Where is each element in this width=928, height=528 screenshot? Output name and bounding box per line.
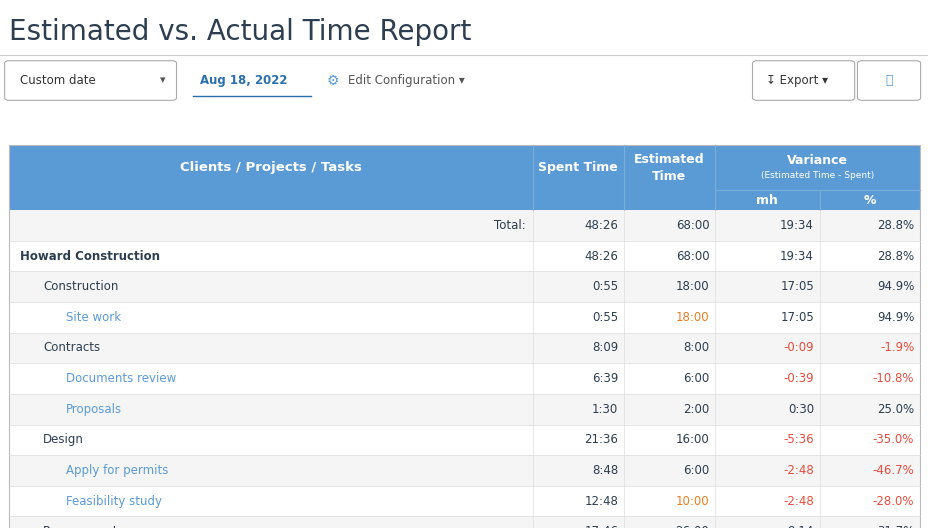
Bar (9, 455, 919, 486)
Text: 28.8%: 28.8% (876, 250, 913, 262)
Bar (9, 425, 919, 455)
Text: Estimated
Time: Estimated Time (633, 153, 704, 183)
Bar (9, 394, 919, 425)
Text: Aug 18, 2022: Aug 18, 2022 (200, 74, 287, 87)
Text: 8:48: 8:48 (591, 464, 618, 477)
Text: 26:00: 26:00 (675, 525, 709, 528)
Text: 12:48: 12:48 (584, 495, 618, 507)
Text: 68:00: 68:00 (675, 219, 709, 232)
Text: -10.8%: -10.8% (871, 372, 913, 385)
Text: Spent Time: Spent Time (538, 161, 617, 174)
Text: 2:00: 2:00 (682, 403, 709, 416)
Text: 6:39: 6:39 (591, 372, 618, 385)
Text: ↧ Export ▾: ↧ Export ▾ (766, 74, 828, 87)
Text: Procurement: Procurement (43, 525, 119, 528)
Text: -0:09: -0:09 (782, 342, 813, 354)
Bar (9, 333, 919, 363)
Text: 48:26: 48:26 (584, 219, 618, 232)
Text: Construction: Construction (43, 280, 119, 293)
Text: 10:00: 10:00 (675, 495, 709, 507)
Text: Clients / Projects / Tasks: Clients / Projects / Tasks (180, 161, 362, 174)
Text: 0:55: 0:55 (591, 280, 618, 293)
Text: 17:05: 17:05 (780, 280, 813, 293)
Text: 21:36: 21:36 (584, 433, 618, 446)
Text: Total:: Total: (493, 219, 525, 232)
Text: 0:30: 0:30 (787, 403, 813, 416)
Text: -1.9%: -1.9% (879, 342, 913, 354)
Bar (9, 210, 919, 241)
FancyBboxPatch shape (752, 61, 854, 100)
Bar (9, 486, 919, 516)
Text: 28.8%: 28.8% (876, 219, 913, 232)
Text: 8:09: 8:09 (591, 342, 618, 354)
Text: Contracts: Contracts (43, 342, 100, 354)
Text: Documents review: Documents review (66, 372, 176, 385)
Text: -35.0%: -35.0% (871, 433, 913, 446)
Text: 0:55: 0:55 (591, 311, 618, 324)
Text: 31.7%: 31.7% (876, 525, 913, 528)
Text: 16:00: 16:00 (675, 433, 709, 446)
Text: Feasibility study: Feasibility study (66, 495, 161, 507)
Text: Site work: Site work (66, 311, 121, 324)
Text: Design: Design (43, 433, 84, 446)
Text: 17:46: 17:46 (584, 525, 618, 528)
Text: (Estimated Time - Spent): (Estimated Time - Spent) (760, 171, 873, 180)
Text: 8:14: 8:14 (787, 525, 813, 528)
Text: Proposals: Proposals (66, 403, 122, 416)
Bar (9, 271, 919, 302)
Text: 1:30: 1:30 (591, 403, 618, 416)
Text: Howard Construction: Howard Construction (20, 250, 161, 262)
Text: Edit Configuration ▾: Edit Configuration ▾ (348, 74, 465, 87)
Bar (9, 516, 919, 528)
Text: -28.0%: -28.0% (871, 495, 913, 507)
Text: %: % (862, 194, 875, 206)
Text: 94.9%: 94.9% (876, 311, 913, 324)
Text: ▾: ▾ (160, 76, 165, 86)
Text: 48:26: 48:26 (584, 250, 618, 262)
Text: 6:00: 6:00 (682, 372, 709, 385)
Text: -46.7%: -46.7% (871, 464, 913, 477)
Text: 8:00: 8:00 (682, 342, 709, 354)
Text: -2:48: -2:48 (782, 495, 813, 507)
Text: 68:00: 68:00 (675, 250, 709, 262)
Text: 6:00: 6:00 (682, 464, 709, 477)
Text: Variance: Variance (786, 154, 847, 167)
Text: 94.9%: 94.9% (876, 280, 913, 293)
Text: 18:00: 18:00 (675, 280, 709, 293)
Text: -5:36: -5:36 (782, 433, 813, 446)
Bar (9, 302, 919, 333)
Text: mh: mh (755, 194, 778, 206)
Bar (9, 190, 919, 210)
Text: 🖨: 🖨 (884, 74, 892, 87)
Text: 19:34: 19:34 (780, 250, 813, 262)
Text: Estimated vs. Actual Time Report: Estimated vs. Actual Time Report (9, 18, 471, 46)
Bar (9, 145, 919, 528)
Text: Apply for permits: Apply for permits (66, 464, 168, 477)
Text: 18:00: 18:00 (675, 311, 709, 324)
Text: 25.0%: 25.0% (876, 403, 913, 416)
Text: ⚙: ⚙ (327, 73, 339, 88)
FancyBboxPatch shape (5, 61, 176, 100)
Text: -0:39: -0:39 (782, 372, 813, 385)
Text: -2:48: -2:48 (782, 464, 813, 477)
Text: Custom date: Custom date (20, 74, 97, 87)
Text: 19:34: 19:34 (780, 219, 813, 232)
FancyBboxPatch shape (857, 61, 920, 100)
Text: 17:05: 17:05 (780, 311, 813, 324)
Bar (9, 241, 919, 271)
Bar (9, 145, 919, 190)
Bar (9, 363, 919, 394)
